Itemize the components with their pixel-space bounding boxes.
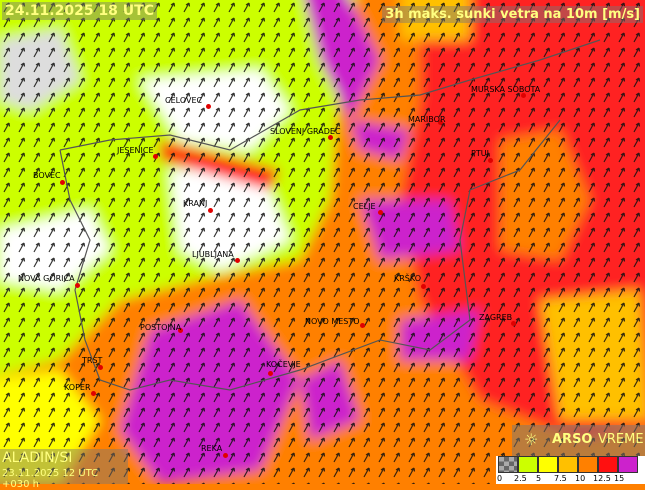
- city-label: CELJE: [353, 202, 376, 211]
- city-dot: [75, 283, 80, 288]
- city-label: MURSKA SOBOTA: [471, 85, 541, 94]
- legend-label: 5: [536, 474, 542, 483]
- city-label: REKA: [201, 444, 223, 453]
- run-time-title: 24.11.2025 18 UTC: [2, 2, 157, 20]
- city-dot: [178, 328, 183, 333]
- city-dot: [91, 391, 96, 396]
- city-label: KOPER: [64, 383, 91, 392]
- city-dot: [98, 365, 103, 370]
- sun-icon: ☼: [524, 430, 539, 449]
- city-label: LJUBLJANA: [192, 250, 234, 259]
- legend-label: 10: [575, 474, 586, 483]
- city-label: CELOVEC: [165, 96, 203, 105]
- city-label: MARIBOR: [408, 115, 446, 124]
- brand-name-light: VREME: [598, 432, 644, 447]
- legend-swatch: [618, 456, 638, 473]
- city-label: POSTOJNA: [140, 323, 182, 332]
- city-label: PTUJ: [471, 149, 489, 158]
- legend-swatch: [578, 456, 598, 473]
- legend-swatch: [538, 456, 558, 473]
- city-dot: [488, 158, 493, 163]
- city-dot: [328, 135, 333, 140]
- city-label: NOVA GORICA: [18, 274, 75, 283]
- city-dot: [153, 154, 158, 159]
- legend-swatch: [518, 456, 538, 473]
- variable-title: 3h maks. sunki vetra na 10m [m/s]: [382, 6, 643, 23]
- city-label: SLOVENJ GRADEC: [270, 127, 341, 136]
- legend-label: 7.5: [554, 474, 567, 483]
- legend-label: 12.5: [593, 474, 611, 483]
- model-info: ALADIN/SI 23.11.2025 12 UTC +030 h: [0, 449, 128, 490]
- city-label: JESENICE: [117, 146, 154, 155]
- legend-swatch: [598, 456, 618, 473]
- city-dot: [438, 120, 443, 125]
- city-label: NOVO MESTO: [305, 317, 360, 326]
- city-dot: [521, 93, 526, 98]
- city-dot: [206, 104, 211, 109]
- city-label: ZAGREB: [479, 313, 513, 322]
- city-dot: [208, 208, 213, 213]
- legend-label: 2.5: [514, 474, 527, 483]
- legend-swatch: [558, 456, 578, 473]
- city-dot: [360, 323, 365, 328]
- brand-name-bold: ARSO: [552, 432, 593, 447]
- legend-swatch: [498, 456, 518, 473]
- model-name: ALADIN/SI: [2, 450, 73, 466]
- city-dot: [511, 321, 516, 326]
- city-dot: [235, 258, 240, 263]
- model-init-time: 23.11.2025 12 UTC +030 h: [2, 468, 99, 490]
- city-dot: [421, 284, 426, 289]
- city-label: BOVEC: [33, 171, 61, 180]
- city-label: TRST: [82, 356, 103, 365]
- arso-vreme-logo: ☼ ARSO VREME: [512, 425, 645, 456]
- city-dot: [60, 180, 65, 185]
- legend-label: 0: [497, 474, 503, 483]
- city-dot: [223, 453, 228, 458]
- city-label: KOČEVJE: [266, 360, 301, 369]
- legend-label: 15: [614, 474, 625, 483]
- city-label: KRANJ: [183, 199, 208, 208]
- city-label: KRŠKO: [394, 274, 421, 283]
- city-dot: [268, 371, 273, 376]
- city-dot: [378, 210, 383, 215]
- color-legend: 0 2.5 5 7.5 10 12.5 15: [496, 456, 645, 484]
